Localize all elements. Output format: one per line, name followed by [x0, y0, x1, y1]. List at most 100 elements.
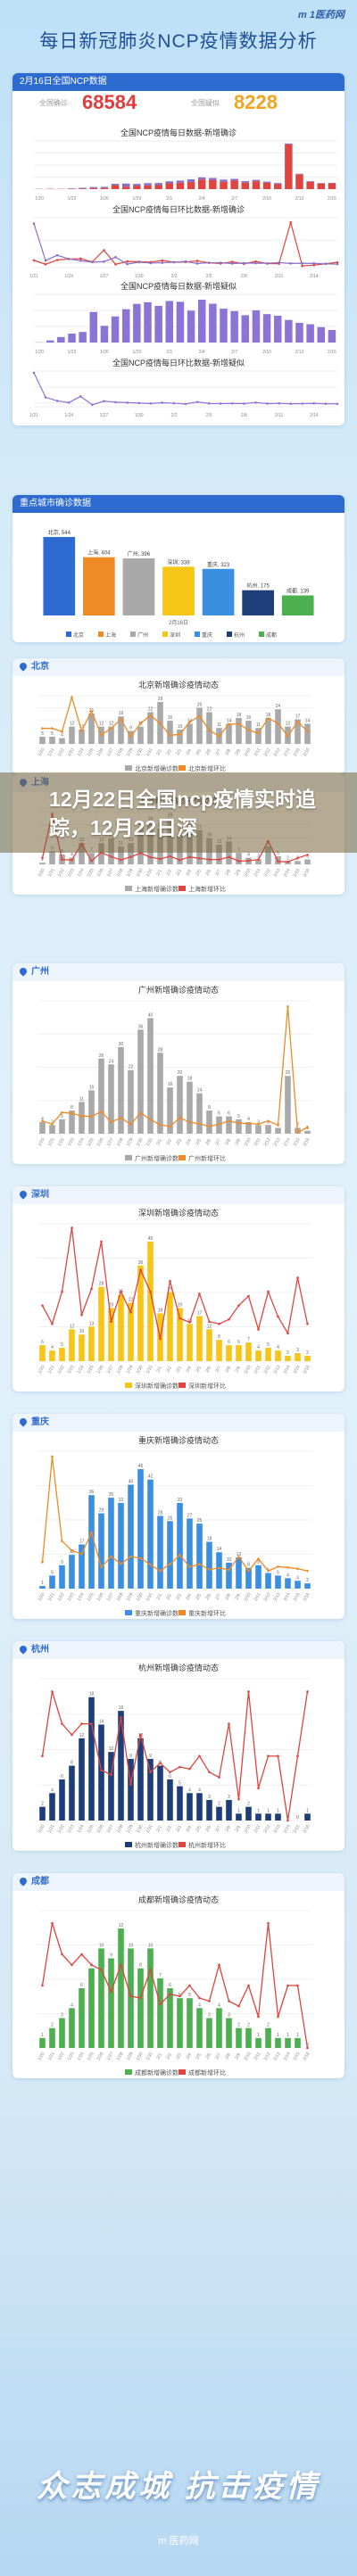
- tick-label: 2/10: [244, 747, 253, 758]
- tick-label: 2/2: [165, 1138, 173, 1146]
- tick-label: 2/5: [195, 1366, 203, 1374]
- tick-label: 2/10: [244, 1824, 253, 1835]
- bar-city: [242, 590, 274, 615]
- bar-new-confirmed: [304, 1813, 311, 1821]
- data-label: 2: [306, 1350, 309, 1356]
- guangzhou-label: 广州: [31, 967, 49, 977]
- bar-new-confirmed: [275, 1127, 281, 1134]
- tick-label: 1/24: [77, 1365, 86, 1375]
- data-point: [161, 259, 164, 262]
- ratio-point: [80, 1722, 83, 1725]
- ratio-point: [286, 1005, 289, 1008]
- chart-title: 全国NCP疫情每日数据-新增确诊: [120, 128, 237, 137]
- data-point: [195, 262, 199, 265]
- ratio-point: [41, 727, 44, 730]
- ratio-point: [267, 1119, 270, 1123]
- bar-new-confirmed: [216, 2008, 222, 2048]
- tick-label: 1/27: [106, 747, 115, 758]
- tick-label: 2/4: [185, 748, 193, 756]
- ratio-line: [41, 1922, 309, 2049]
- data-label: 45: [148, 1236, 154, 1242]
- data-point: [32, 371, 36, 375]
- ratio-point: [100, 733, 103, 737]
- ratio-point: [178, 1317, 181, 1320]
- tick-label: 2/1: [166, 196, 172, 202]
- legend-swatch: [125, 1155, 132, 1160]
- tick-label: 1/31: [145, 868, 154, 879]
- tick-label: 1/20: [37, 1824, 46, 1835]
- data-label: 10: [79, 724, 85, 730]
- data-label: 16: [168, 1082, 173, 1087]
- ratio-point: [120, 1116, 122, 1119]
- ratio-point: [51, 727, 54, 730]
- bar-new-confirmed: [69, 726, 75, 744]
- shenzhen-label: 深圳: [31, 1190, 49, 1200]
- guangzhou-bar: 广州: [12, 963, 345, 981]
- ratio-point: [267, 1921, 270, 1925]
- bar-new-confirmed: [196, 1523, 203, 1589]
- data-label: 3: [296, 1348, 299, 1353]
- series-line: [33, 372, 338, 406]
- data-point: [289, 262, 292, 265]
- tick-label: 1/21: [47, 1592, 56, 1603]
- tick-label: 1/28: [116, 868, 125, 879]
- bar-suspected: [262, 314, 271, 343]
- data-label: 8: [71, 1761, 73, 1766]
- tick-label: 1/30: [136, 1824, 145, 1835]
- bar-new-confirmed: [137, 1738, 144, 1821]
- ratio-point: [139, 1733, 142, 1737]
- data-label: 7: [159, 1973, 162, 1978]
- ratio-point: [120, 1716, 122, 1719]
- tick-label: 1/20: [37, 1137, 46, 1148]
- tick-label: 1/30: [136, 2052, 145, 2062]
- data-label: 9: [149, 1754, 152, 1759]
- ratio-point: [110, 727, 112, 730]
- bar-new-confirmed: [118, 1928, 124, 2048]
- tick-label: 2/6: [204, 748, 212, 756]
- tick-label: 2/16: [328, 196, 336, 202]
- data-label: 10: [178, 724, 183, 730]
- data-label: 12: [286, 722, 291, 727]
- ratio-point: [120, 718, 122, 721]
- bar-other: [306, 181, 314, 182]
- data-label: 24: [109, 1059, 114, 1064]
- tick-label: 2/7: [214, 1366, 222, 1374]
- bar-city: [281, 595, 314, 615]
- ratio-point: [139, 1268, 142, 1272]
- ratio-point: [61, 1953, 63, 1956]
- ratio-point: [90, 859, 93, 863]
- tick-label: 2/13: [273, 1137, 282, 1148]
- ratio-point: [277, 860, 279, 863]
- data-label: 2: [286, 855, 289, 861]
- ratio-point: [188, 1120, 191, 1124]
- ratio-point: [198, 714, 201, 718]
- tick-label: 2/7: [214, 1593, 222, 1601]
- location-pin-icon: [18, 1876, 29, 1887]
- tick-label: 1/24: [77, 2052, 86, 2062]
- bar-new-confirmed: [49, 1350, 55, 1361]
- data-point: [336, 260, 339, 264]
- ratio-point: [237, 1304, 240, 1307]
- tick-label: 1/27: [100, 413, 109, 418]
- data-point: [266, 261, 269, 265]
- tick-label: 2/10: [244, 1137, 253, 1148]
- tick-label: 2/16: [303, 1365, 311, 1375]
- ratio-point: [237, 1121, 240, 1125]
- legend-label: 广州新增确诊数: [135, 1154, 178, 1162]
- bar-new-confirmed: [265, 846, 271, 864]
- bar-new-confirmed: [196, 1316, 203, 1361]
- ratio-point: [247, 1122, 250, 1125]
- legend-label: 广州新增环比: [188, 1154, 226, 1162]
- tick-label: 2/14: [310, 274, 319, 279]
- bar-suspected: [295, 322, 303, 343]
- ratio-point: [139, 1556, 142, 1560]
- bar-new-confirmed: [79, 1334, 85, 1361]
- data-label: 26: [168, 1515, 173, 1521]
- ratio-point: [51, 1921, 54, 1925]
- ratio-point: [110, 1555, 112, 1558]
- data-label: 3: [208, 1795, 211, 1800]
- data-label: 14: [217, 1547, 222, 1552]
- bar-new-confirmed: [39, 1345, 46, 1361]
- tick-label: 2/5: [195, 1825, 203, 1833]
- bar-hubei: [100, 187, 109, 189]
